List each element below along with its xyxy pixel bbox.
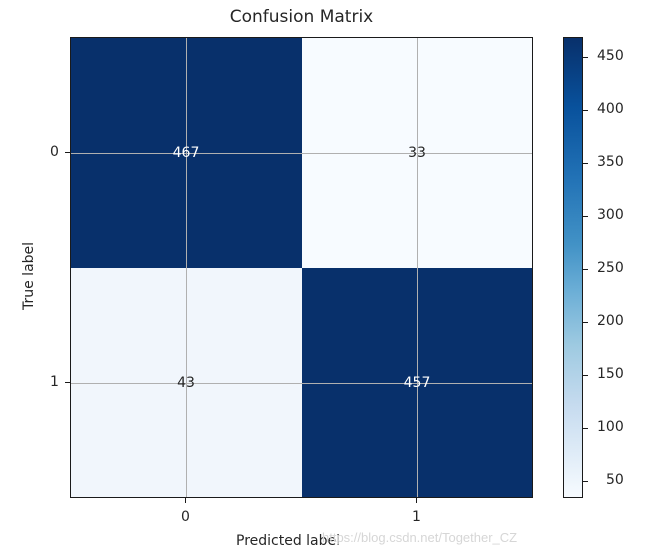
x-tick-0 [185,498,186,503]
x-tick-label-1: 1 [412,509,421,525]
colorbar-tick-450 [583,57,588,58]
cell-value-0-0: 467 [172,145,200,161]
colorbar-label-350: 350 [597,154,624,170]
colorbar-label-150: 150 [597,366,624,382]
x-axis-label: Predicted label [236,533,341,549]
cell-value-1-0: 43 [177,375,195,391]
confusion-matrix-plot: 467 33 43 457 [70,37,533,498]
y-tick-0 [65,152,70,153]
cell-value-1-1: 457 [403,375,431,391]
colorbar-tick-350 [583,163,588,164]
y-axis-label: True label [21,241,37,310]
watermark: https://blog.csdn.net/Together_CZ [322,530,518,545]
grid-line-x0 [186,38,187,497]
cell-value-0-1: 33 [408,145,426,161]
colorbar-label-100: 100 [597,419,624,435]
colorbar-tick-200 [583,322,588,323]
colorbar-tick-400 [583,110,588,111]
colorbar-tick-100 [583,428,588,429]
colorbar-tick-250 [583,269,588,270]
x-tick-label-0: 0 [181,509,190,525]
colorbar-label-400: 400 [597,101,624,117]
grid-line-x1 [417,38,418,497]
y-tick-label-0: 0 [50,144,59,160]
x-tick-1 [416,498,417,503]
y-tick-label-1: 1 [50,374,59,390]
colorbar-tick-150 [583,375,588,376]
colorbar-label-50: 50 [606,472,624,488]
colorbar-tick-50 [583,481,588,482]
colorbar [563,37,583,498]
colorbar-tick-300 [583,216,588,217]
colorbar-label-450: 450 [597,48,624,64]
grid-line-y0 [71,153,532,154]
y-tick-1 [65,382,70,383]
colorbar-label-250: 250 [597,260,624,276]
colorbar-label-200: 200 [597,313,624,329]
colorbar-label-300: 300 [597,207,624,223]
chart-title: Confusion Matrix [229,7,374,27]
grid-line-y1 [71,383,532,384]
